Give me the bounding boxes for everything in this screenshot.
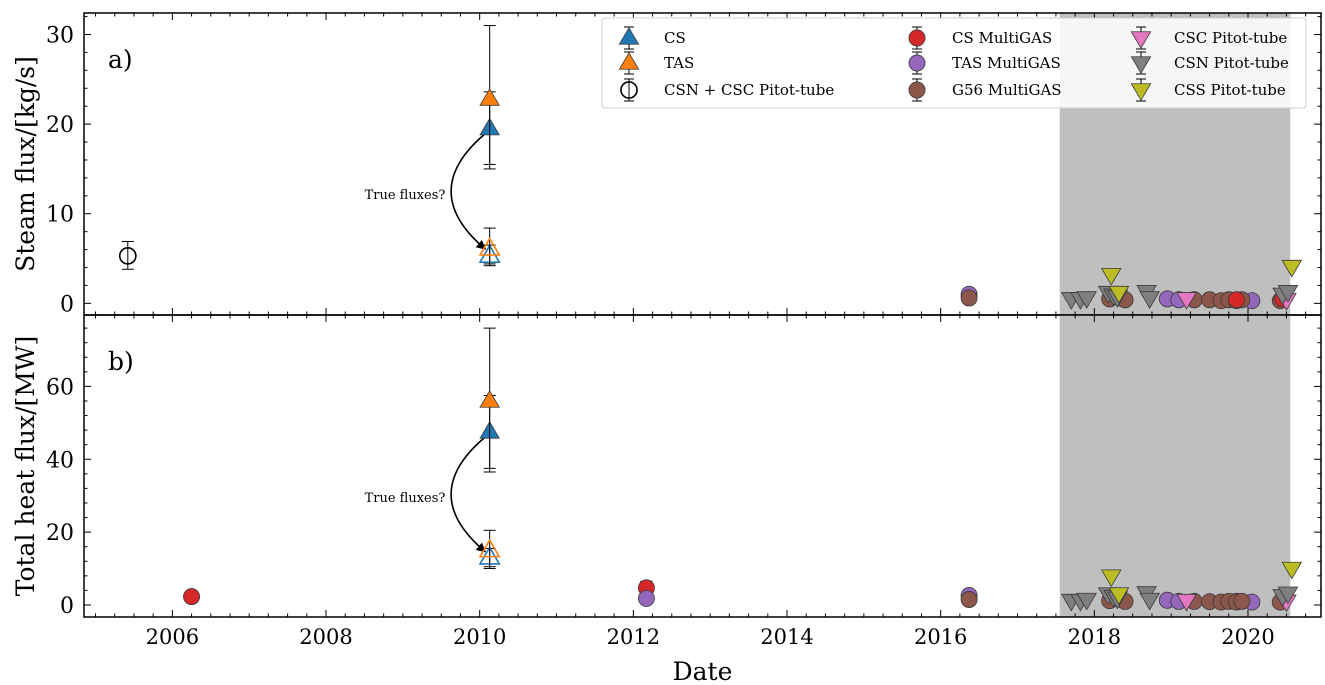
legend-entry-csn-pitot-tube: CSN Pitot-tube xyxy=(1130,51,1289,75)
data-point xyxy=(1108,285,1130,304)
panel-label: b) xyxy=(108,347,134,376)
data-point xyxy=(1100,267,1122,286)
data-point xyxy=(1228,291,1245,309)
legend-label: CSN Pitot-tube xyxy=(1174,54,1289,72)
legend-box xyxy=(601,17,1307,109)
legend-entry-css-pitot-tube: CSS Pitot-tube xyxy=(1130,78,1286,102)
annotation-text: True fluxes? xyxy=(365,491,446,506)
data-point xyxy=(1076,291,1097,309)
y-axis-label: Total heat flux/[MW] xyxy=(11,336,40,597)
legend-marker xyxy=(908,54,926,72)
series-csn-pitot-tube xyxy=(1060,586,1299,612)
data-point xyxy=(637,589,655,607)
series-tas-open xyxy=(478,227,501,267)
series-csn-csc-pitot-tube xyxy=(118,241,137,270)
y-tick-label: 20 xyxy=(46,521,74,546)
annotation-arrow xyxy=(450,133,487,250)
legend-entry-tas: TAS xyxy=(618,51,694,75)
panel-label: a) xyxy=(108,45,133,74)
legend-label: TAS MultiGAS xyxy=(952,54,1061,72)
series-tas-open xyxy=(478,529,501,570)
data-point xyxy=(478,538,501,558)
legend-entry-tas-multigas: TAS MultiGAS xyxy=(908,51,1061,75)
legend-marker xyxy=(908,29,926,47)
legend-marker xyxy=(1130,83,1152,101)
legend-entry-cs-multigas: CS MultiGAS xyxy=(908,26,1052,50)
legend-entry-cs: CS xyxy=(618,26,686,50)
x-tick-label: 2016 xyxy=(914,625,967,649)
data-point xyxy=(183,588,201,606)
y-tick-label: 0 xyxy=(60,292,74,317)
axes-frame xyxy=(83,314,1322,618)
data-point xyxy=(1277,586,1299,605)
series-tas xyxy=(479,25,501,170)
legend-marker xyxy=(908,81,926,99)
data-point xyxy=(1100,569,1122,588)
x-tick-label: 2008 xyxy=(299,625,352,649)
legend: CS TAS CSN + CSC Pitot-tube CS MultiGAS TAS … xyxy=(601,17,1307,109)
y-tick-label: 0 xyxy=(60,594,74,619)
y-axis-label: Steam flux/[kg/s] xyxy=(11,56,40,272)
data-point xyxy=(960,289,978,307)
legend-entry-csc-pitot-tube: CSC Pitot-tube xyxy=(1130,26,1287,50)
data-point xyxy=(478,236,501,256)
x-tick-label: 2010 xyxy=(453,625,506,649)
legend-label: CS xyxy=(664,29,686,47)
x-axis-label: Date xyxy=(673,657,733,685)
data-point xyxy=(1076,592,1097,611)
x-tick-label: 2006 xyxy=(146,625,199,649)
series-css-pitot-tube xyxy=(1100,259,1303,304)
annotation-text: True fluxes? xyxy=(365,188,446,203)
y-tick-label: 30 xyxy=(46,24,74,49)
legend-label: CSN + CSC Pitot-tube xyxy=(664,81,834,99)
y-tick-label: 40 xyxy=(46,448,74,473)
legend-marker xyxy=(618,52,640,70)
series-css-pitot-tube xyxy=(1100,561,1303,605)
data-point xyxy=(118,246,137,265)
data-point xyxy=(1108,587,1130,605)
x-tick-label: 2018 xyxy=(1068,625,1121,649)
data-point xyxy=(479,390,501,408)
data-point xyxy=(1176,292,1197,310)
legend-marker xyxy=(1130,56,1152,74)
legend-marker xyxy=(1130,31,1152,49)
data-point xyxy=(479,88,501,106)
legend-label: CS MultiGAS xyxy=(952,29,1052,47)
legend-label: TAS xyxy=(664,54,694,72)
x-tick-label: 2012 xyxy=(607,625,660,649)
data-point xyxy=(1176,593,1197,612)
data-point xyxy=(1233,592,1251,610)
shaded-region xyxy=(1059,315,1291,617)
y-tick-label: 20 xyxy=(46,113,74,138)
data-point xyxy=(1139,291,1160,309)
x-tick-label: 2020 xyxy=(1221,625,1274,649)
y-tick-label: 10 xyxy=(46,203,74,228)
y-tick-label: 60 xyxy=(46,375,74,400)
data-point xyxy=(1281,561,1303,580)
legend-label: CSC Pitot-tube xyxy=(1174,29,1287,47)
data-point xyxy=(960,591,978,608)
legend-marker xyxy=(620,81,638,99)
series-tas xyxy=(479,327,501,473)
data-point xyxy=(1277,285,1299,303)
x-tick-label: 2014 xyxy=(760,625,813,649)
legend-label: CSS Pitot-tube xyxy=(1174,81,1286,99)
legend-marker xyxy=(618,27,640,45)
legend-entry-csn-csc-pitot-tube: CSN + CSC Pitot-tube xyxy=(620,78,834,102)
annotation-arrow xyxy=(450,437,487,553)
series-csn-pitot-tube xyxy=(1060,285,1299,310)
legend-label: G56 MultiGAS xyxy=(952,81,1062,99)
data-point xyxy=(1281,259,1303,278)
legend-entry-g56-multigas: G56 MultiGAS xyxy=(908,78,1062,102)
data-point xyxy=(1139,592,1160,611)
